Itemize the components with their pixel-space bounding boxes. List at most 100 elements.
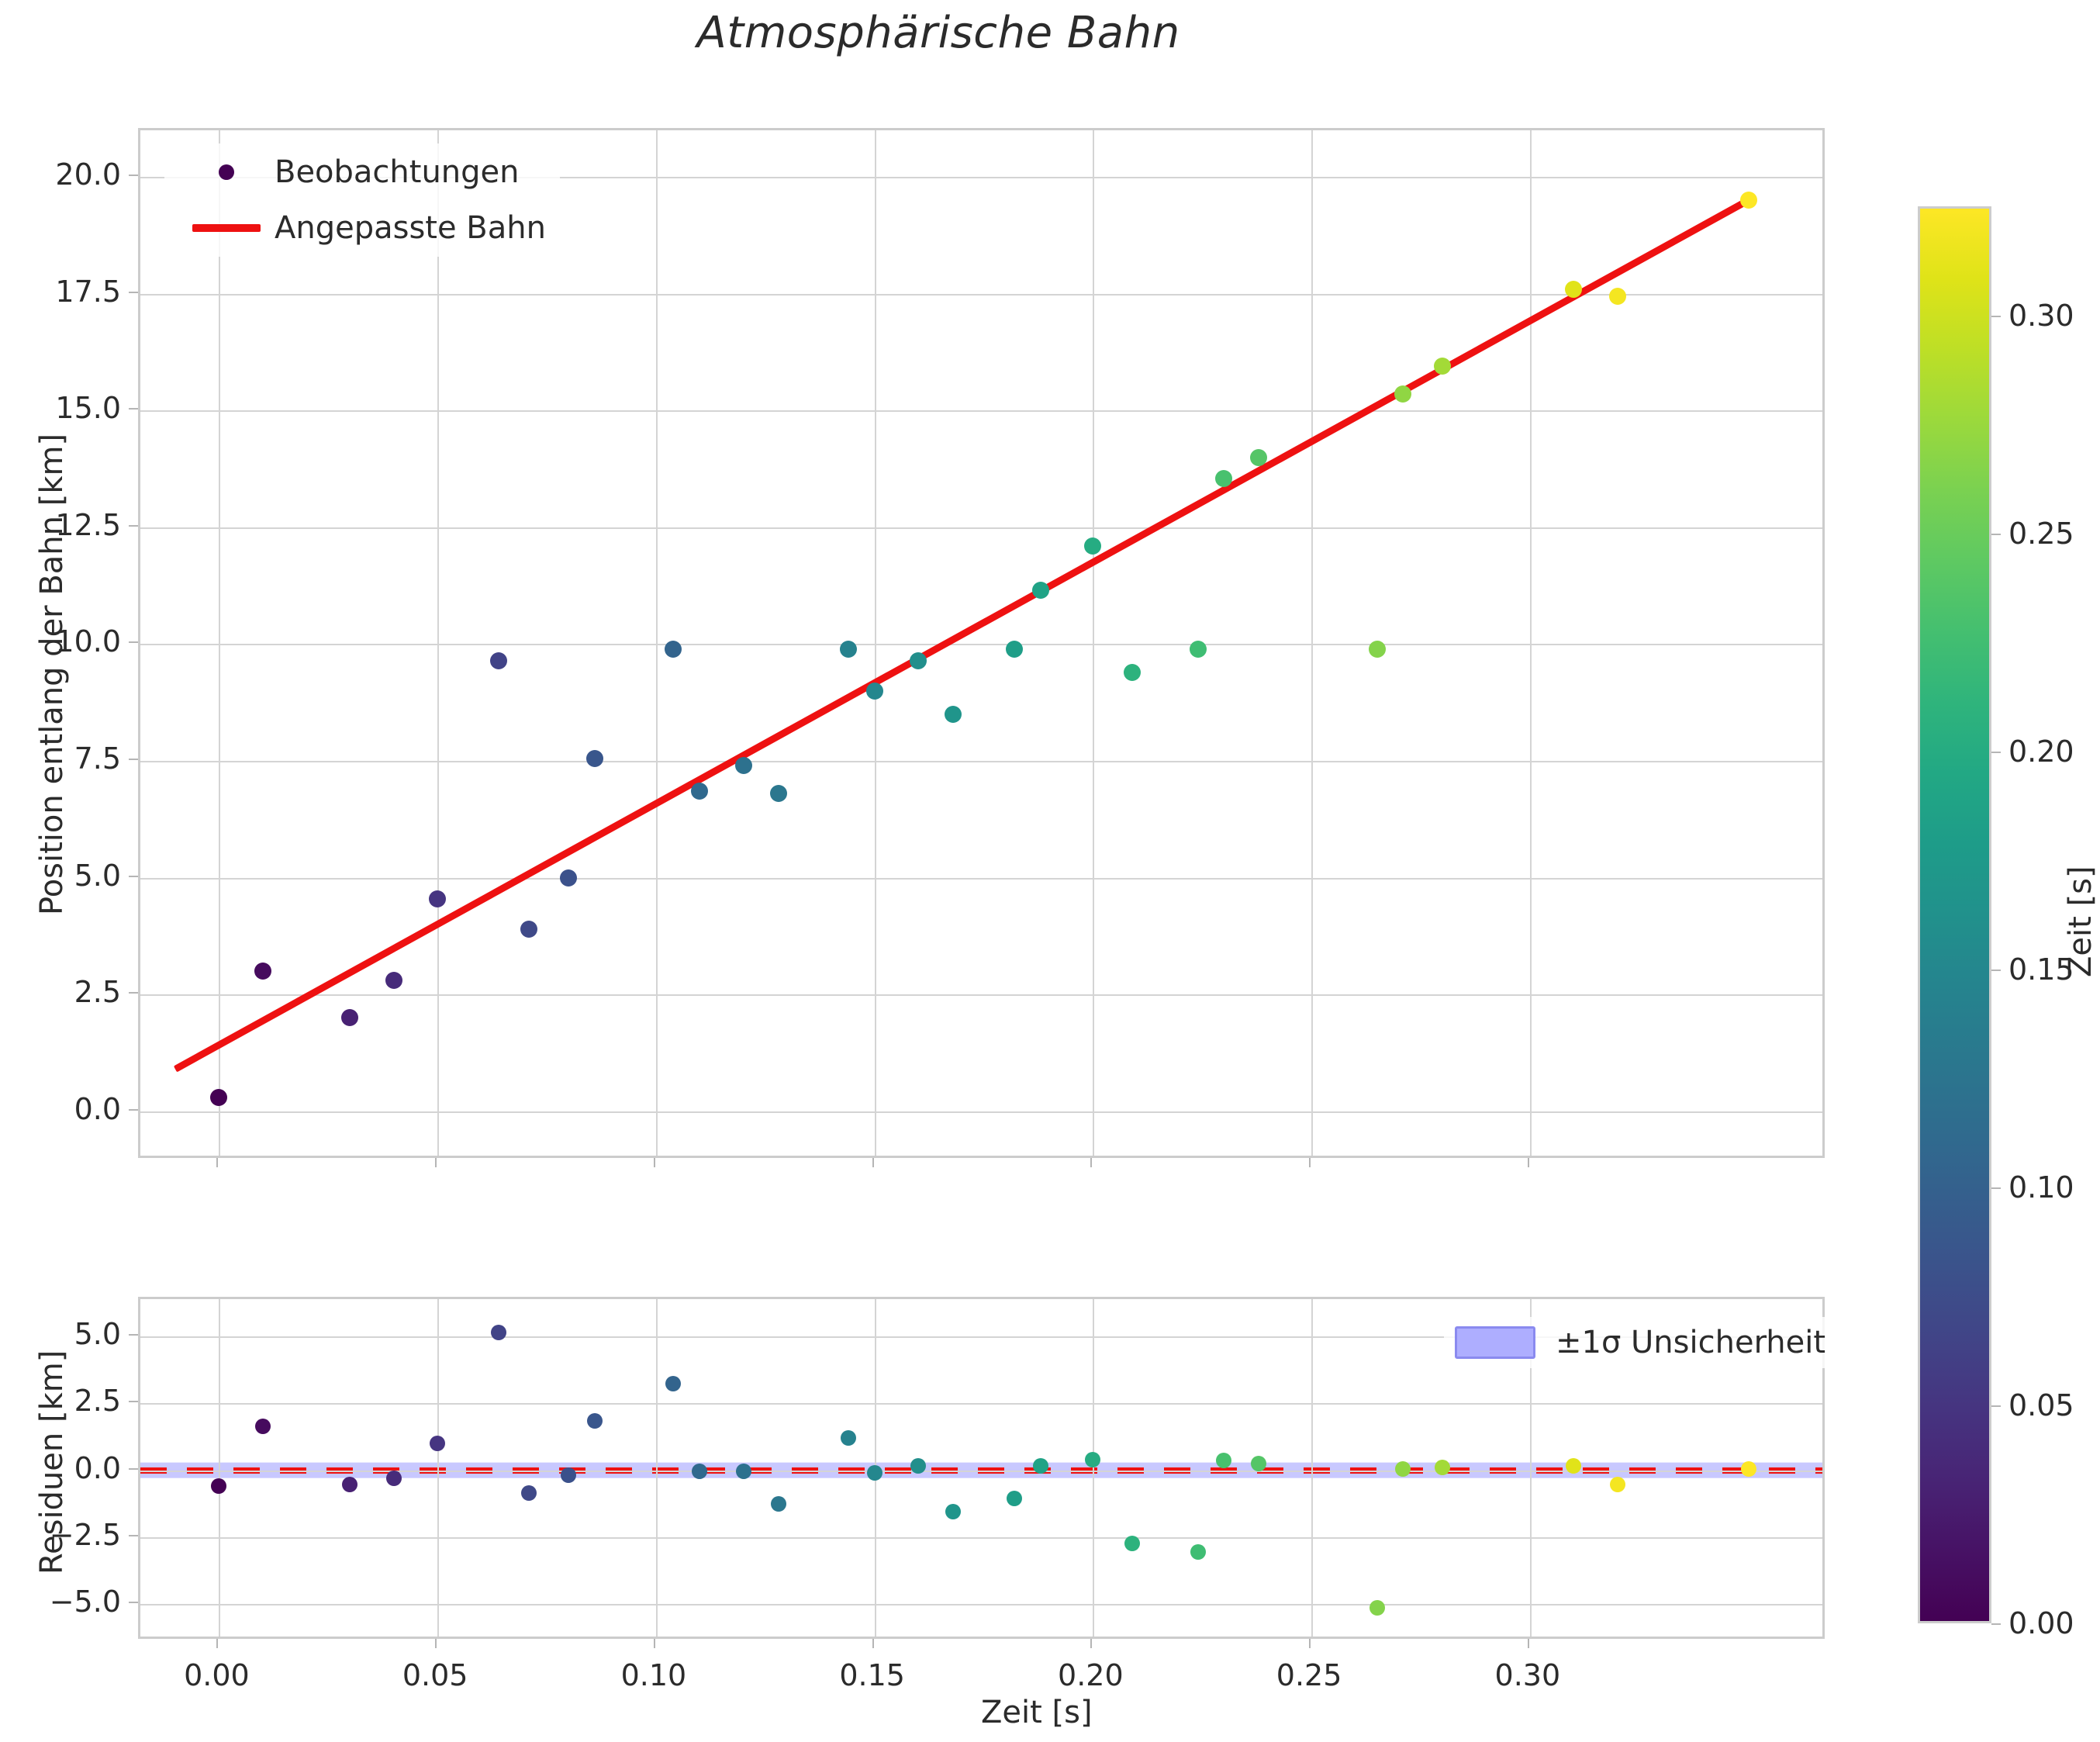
x-tickmark xyxy=(216,1158,218,1167)
gridline-vertical xyxy=(219,1299,220,1637)
data-point xyxy=(1032,582,1049,599)
colorbar-tickmark xyxy=(1991,1405,2001,1407)
x-tickmark xyxy=(1090,1639,1092,1648)
data-point xyxy=(560,869,577,887)
residual-point xyxy=(1369,1600,1385,1616)
x-tick-label: 0.05 xyxy=(402,1661,468,1690)
gridline-vertical xyxy=(875,130,876,1156)
gridline-vertical xyxy=(1093,1299,1094,1637)
data-point xyxy=(254,963,271,980)
y-tickmark xyxy=(129,175,138,176)
gridline-horizontal xyxy=(140,1604,1822,1605)
residual-point xyxy=(692,1464,707,1479)
residual-point xyxy=(521,1485,537,1501)
y-tick-label: 7.5 xyxy=(74,744,121,773)
y-tickmark xyxy=(129,1334,138,1336)
data-point xyxy=(520,921,537,938)
colorbar-tickmark xyxy=(1991,752,2001,753)
trajectory-y-axis-label: Position entlang der Bahn [km] xyxy=(34,434,70,915)
residuals-y-axis-label: Residuen [km] xyxy=(34,1350,70,1574)
colorbar-tickmark xyxy=(1991,316,2001,317)
residual-point xyxy=(1435,1460,1450,1475)
legend-label-observations: Beobachtungen xyxy=(275,154,520,190)
residual-point xyxy=(587,1413,603,1429)
x-tick-label: 0.20 xyxy=(1058,1661,1124,1690)
colorbar-tick-label: 0.00 xyxy=(2008,1609,2074,1638)
colorbar-tick-label: 0.20 xyxy=(2008,737,2074,766)
gridline-horizontal xyxy=(140,1403,1822,1405)
data-point xyxy=(385,972,402,989)
x-tickmark xyxy=(1309,1639,1311,1648)
x-tickmark xyxy=(435,1158,437,1167)
trajectory-axes xyxy=(138,128,1825,1158)
data-point xyxy=(910,652,927,669)
y-tick-label: 0.0 xyxy=(74,1453,121,1483)
residual-point xyxy=(1216,1453,1231,1468)
data-point xyxy=(840,641,857,658)
colorbar-tickmark xyxy=(1991,1187,2001,1189)
x-tickmark xyxy=(1090,1158,1092,1167)
residual-point xyxy=(342,1477,357,1492)
residual-point xyxy=(841,1430,856,1446)
x-tick-label: 0.25 xyxy=(1276,1661,1342,1690)
residual-point xyxy=(1124,1536,1140,1551)
data-point xyxy=(1215,470,1232,487)
y-tick-label: 20.0 xyxy=(55,160,121,189)
colorbar[interactable] xyxy=(1918,206,1991,1623)
x-tickmark xyxy=(435,1639,437,1648)
trajectory-legend: Beobachtungen Angepasste Bahn xyxy=(164,143,560,257)
gridline-vertical xyxy=(1311,130,1313,1156)
gridline-vertical xyxy=(656,1299,658,1637)
x-tick-label: 0.10 xyxy=(621,1661,687,1690)
data-point xyxy=(210,1089,227,1106)
residual-point xyxy=(561,1467,576,1483)
x-tick-label: 0.00 xyxy=(184,1661,250,1690)
gridline-horizontal xyxy=(140,1537,1822,1539)
residual-point xyxy=(736,1464,751,1479)
gridline-horizontal xyxy=(140,761,1822,762)
residual-point xyxy=(1085,1452,1100,1467)
legend-item-observations[interactable]: Beobachtungen xyxy=(178,154,546,190)
data-point xyxy=(1084,537,1101,555)
y-tick-label: 2.5 xyxy=(74,977,121,1007)
y-tickmark xyxy=(129,1602,138,1603)
colorbar-tickmark xyxy=(1991,1623,2001,1625)
gridline-vertical xyxy=(437,130,439,1156)
trajectory-plot-area xyxy=(140,130,1822,1156)
y-tickmark xyxy=(129,1109,138,1111)
residual-point xyxy=(910,1458,926,1474)
y-tick-label: −5.0 xyxy=(50,1587,121,1616)
colorbar-tick-label: 0.10 xyxy=(2008,1173,2074,1202)
legend-label-sigma: ±1σ Unsicherheit xyxy=(1556,1325,1825,1360)
residual-point xyxy=(430,1436,445,1451)
data-point xyxy=(1609,288,1626,305)
x-tickmark xyxy=(654,1639,655,1648)
residual-point xyxy=(867,1465,882,1481)
sigma-band-icon xyxy=(1455,1326,1535,1359)
x-tick-label: 0.15 xyxy=(839,1661,905,1690)
colorbar-tick-label: 0.25 xyxy=(2008,519,2074,548)
gridline-vertical xyxy=(219,130,220,1156)
residual-point xyxy=(255,1419,271,1434)
data-point xyxy=(429,890,446,907)
legend-item-sigma[interactable]: ±1σ Unsicherheit xyxy=(1455,1325,1825,1360)
y-tickmark xyxy=(129,992,138,994)
y-tick-label: 5.0 xyxy=(74,1319,121,1349)
y-tick-label: 5.0 xyxy=(74,861,121,890)
y-tickmark xyxy=(129,1401,138,1402)
legend-item-fit[interactable]: Angepasste Bahn xyxy=(178,210,546,246)
gridline-horizontal xyxy=(140,527,1822,529)
y-tickmark xyxy=(129,525,138,527)
data-point xyxy=(945,706,962,723)
data-point xyxy=(1369,641,1386,658)
gridline-vertical xyxy=(656,130,658,1156)
gridline-vertical xyxy=(437,1299,439,1637)
data-point xyxy=(665,641,682,658)
residual-point xyxy=(945,1504,961,1519)
gridline-horizontal xyxy=(140,994,1822,996)
residual-point xyxy=(1190,1544,1206,1560)
residual-point xyxy=(1741,1461,1756,1477)
data-point xyxy=(586,750,603,767)
y-tickmark xyxy=(129,641,138,643)
data-point xyxy=(490,652,507,669)
